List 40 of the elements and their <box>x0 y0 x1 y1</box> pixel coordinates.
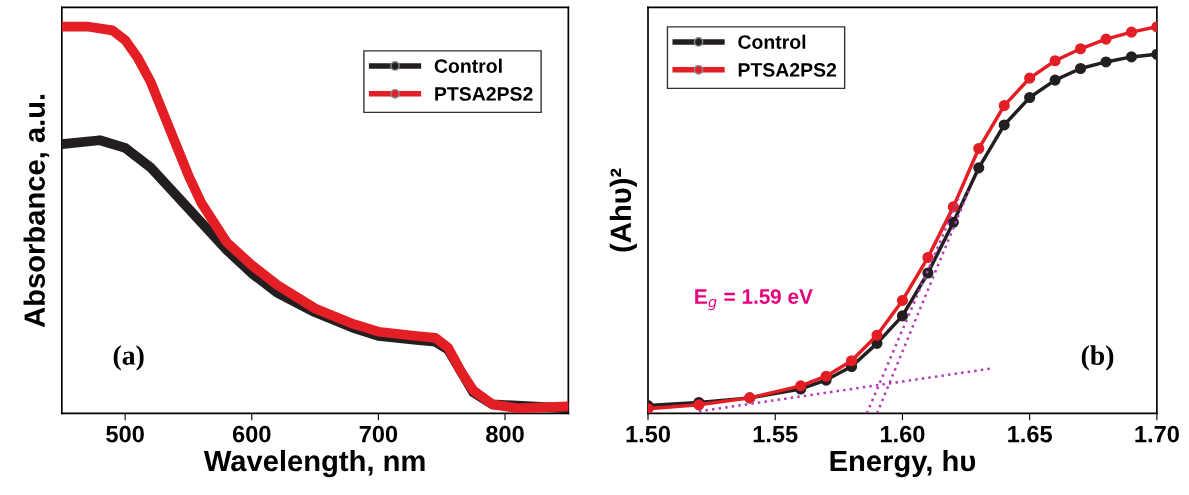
point <box>896 310 909 322</box>
point <box>973 142 985 155</box>
point <box>846 355 858 367</box>
legend-label: PTSA2PS2 <box>435 87 533 101</box>
x-tick-label: 1.60 <box>880 425 925 443</box>
point <box>1049 55 1061 67</box>
point <box>1125 26 1138 38</box>
annotation: (a) <box>113 345 144 371</box>
point <box>820 370 832 382</box>
legend-label: Control <box>434 58 502 73</box>
x-tick-label: 1.55 <box>753 426 798 443</box>
point <box>973 162 985 174</box>
y-axis-title: Absorbance, a.u. <box>23 94 50 328</box>
x-tick-label: 600 <box>232 425 271 443</box>
point <box>871 329 883 341</box>
point <box>896 294 909 307</box>
point <box>1100 56 1112 68</box>
legend-label: PTSA2PS2 <box>738 63 837 77</box>
point <box>1100 33 1112 45</box>
point <box>998 100 1010 112</box>
annotation: (b) <box>1081 345 1114 371</box>
x-tick-label: 700 <box>359 425 398 443</box>
point <box>1125 51 1138 63</box>
x-tick-label: 1.50 <box>626 425 671 443</box>
point <box>1049 74 1061 86</box>
annotation: E$_{g}$ = 1.59 eV <box>695 289 813 311</box>
x-tick-label: 500 <box>106 425 144 443</box>
legend-label: Control <box>738 34 806 49</box>
point <box>1075 62 1087 75</box>
x-axis-title: Wavelength, nm <box>203 449 425 478</box>
point <box>1024 72 1036 84</box>
point <box>1024 91 1036 104</box>
x-tick-label: 1.65 <box>1008 425 1052 443</box>
point <box>998 119 1010 131</box>
y-axis-title: (Ahυ)² <box>609 168 637 252</box>
x-axis-title: Energy, hυ <box>830 449 976 478</box>
x-tick-label: 800 <box>486 425 524 443</box>
point <box>922 251 934 264</box>
x-tick-label: 1.70 <box>1135 425 1179 443</box>
point <box>1075 43 1087 55</box>
